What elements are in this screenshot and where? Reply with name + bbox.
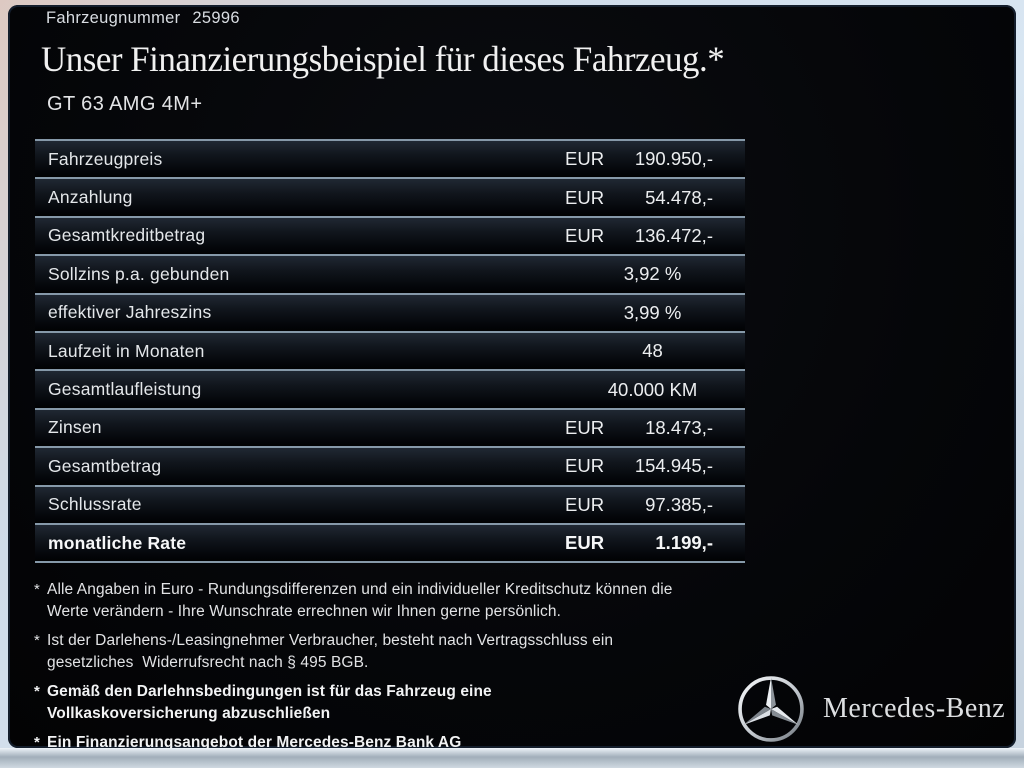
table-row: monatliche Rate EUR 1.199,- <box>35 522 745 562</box>
footnote-text: Gemäß den Darlehnsbedingungen ist für da… <box>47 681 492 725</box>
row-value: EUR 1.199,- <box>560 532 745 554</box>
center-value: 40.000 KM <box>607 378 698 400</box>
financing-table: Fahrzeugpreis EUR 190.950,- Anzahlung EUR… <box>35 139 745 564</box>
row-label: Zinsen <box>48 417 102 438</box>
currency-label: EUR <box>565 493 605 515</box>
center-value: 3,92 % <box>623 263 682 285</box>
amount-value: 154.945,- <box>634 455 713 477</box>
asterisk-marker: * <box>34 734 40 751</box>
row-value: 40.000 KM <box>560 379 745 401</box>
row-label: Sollzins p.a. gebunden <box>48 263 230 284</box>
footnote-line: Ein Finanzierungsangebot der Mercedes-Be… <box>47 734 462 751</box>
row-value: EUR 154.945,- <box>560 455 745 477</box>
row-value: EUR 136.472,- <box>560 225 745 247</box>
vehicle-number-value: 25996 <box>192 9 240 27</box>
currency-label: EUR <box>565 455 605 477</box>
footnote: * Ist der Darlehens-/Leasingnehmer Verbr… <box>34 630 746 674</box>
mercedes-star-icon <box>738 676 804 742</box>
brand-name: Mercedes-Benz <box>823 693 1006 724</box>
row-label: monatliche Rate <box>48 532 187 553</box>
currency-label: EUR <box>565 148 605 170</box>
amount-value: 1.199,- <box>655 532 713 554</box>
page-title: Unser Finanzierungsbeispiel für dieses F… <box>41 39 725 79</box>
row-label: Gesamtlaufleistung <box>48 379 202 400</box>
table-row: Gesamtkreditbetrag EUR 136.472,- <box>35 215 745 255</box>
center-value: 48 <box>642 340 663 362</box>
table-row: Zinsen EUR 18.473,- <box>35 407 745 447</box>
vehicle-model: GT 63 AMG 4M+ <box>47 93 203 115</box>
currency-label: EUR <box>565 532 605 554</box>
footnote: * Alle Angaben in Euro - Rundungsdiffere… <box>34 579 746 623</box>
footnote-line: Alle Angaben in Euro - Rundungsdifferenz… <box>47 581 673 598</box>
table-row: Anzahlung EUR 54.478,- <box>35 177 745 216</box>
row-value: EUR 18.473,- <box>560 417 745 439</box>
asterisk-marker: * <box>34 683 40 700</box>
footnotes: * Alle Angaben in Euro - Rundungsdiffere… <box>34 579 746 761</box>
amount-value: 54.478,- <box>645 186 713 208</box>
financing-panel: Fahrzeugnummer 25996 Unser Finanzierungsb… <box>8 5 1017 751</box>
table-row: Fahrzeugpreis EUR 190.950,- <box>35 139 745 178</box>
footnote-line: gesetzliches Widerrufsrecht nach § 495 B… <box>47 654 369 671</box>
table-row: Schlussrate EUR 97.385,- <box>35 484 745 523</box>
row-value: EUR 54.478,- <box>560 187 745 209</box>
row-label: Schlussrate <box>48 494 142 515</box>
table-row: Gesamtbetrag EUR 154.945,- <box>35 446 745 485</box>
currency-label: EUR <box>565 186 605 208</box>
footnote-line: Ist der Darlehens-/Leasingnehmer Verbrau… <box>47 632 614 649</box>
row-label: Anzahlung <box>48 187 133 208</box>
footnote-line: Werte verändern - Ihre Wunschrate errech… <box>47 603 561 620</box>
amount-value: 18.473,- <box>645 416 713 438</box>
row-value: EUR 97.385,- <box>560 494 745 516</box>
footnote-text: Alle Angaben in Euro - Rundungsdifferenz… <box>47 579 672 623</box>
footnote: * Gemäß den Darlehnsbedingungen ist für … <box>34 681 746 725</box>
currency-label: EUR <box>565 416 605 438</box>
row-label: Gesamtbetrag <box>48 455 162 476</box>
row-label: Laufzeit in Monaten <box>48 340 205 361</box>
row-value: 48 <box>560 340 745 362</box>
brand-logo: Mercedes-Benz <box>735 670 1017 748</box>
row-label: Fahrzeugpreis <box>48 148 163 169</box>
footnote-line: Gemäß den Darlehnsbedingungen ist für da… <box>47 683 492 700</box>
center-value: 3,99 % <box>623 301 682 323</box>
row-value: 3,92 % <box>560 263 745 285</box>
footnote: * Ein Finanzierungsangebot der Mercedes-… <box>34 732 746 754</box>
table-row: Sollzins p.a. gebunden 3,92 % <box>35 254 745 293</box>
amount-value: 190.950,- <box>634 148 713 170</box>
table-row: Laufzeit in Monaten 48 <box>35 330 745 370</box>
footnote-line: Vollkaskoversicherung abzuschließen <box>47 705 331 722</box>
table-row: effektiver Jahreszins 3,99 % <box>35 292 745 331</box>
row-value: EUR 190.950,- <box>560 148 745 170</box>
asterisk-marker: * <box>34 632 40 649</box>
row-label: effektiver Jahreszins <box>48 302 212 323</box>
amount-value: 136.472,- <box>634 224 713 246</box>
row-value: 3,99 % <box>560 302 745 324</box>
footnote-text: Ein Finanzierungsangebot der Mercedes-Be… <box>47 732 461 754</box>
amount-value: 97.385,- <box>645 493 713 515</box>
vehicle-number: Fahrzeugnummer 25996 <box>46 9 240 28</box>
currency-label: EUR <box>565 224 605 246</box>
vehicle-number-label: Fahrzeugnummer <box>46 9 181 27</box>
footnote-text: Ist der Darlehens-/Leasingnehmer Verbrau… <box>47 630 613 674</box>
table-row: Gesamtlaufleistung 40.000 KM <box>35 369 745 408</box>
bottom-frame <box>0 748 1024 768</box>
row-label: Gesamtkreditbetrag <box>48 225 206 246</box>
asterisk-marker: * <box>34 581 40 598</box>
